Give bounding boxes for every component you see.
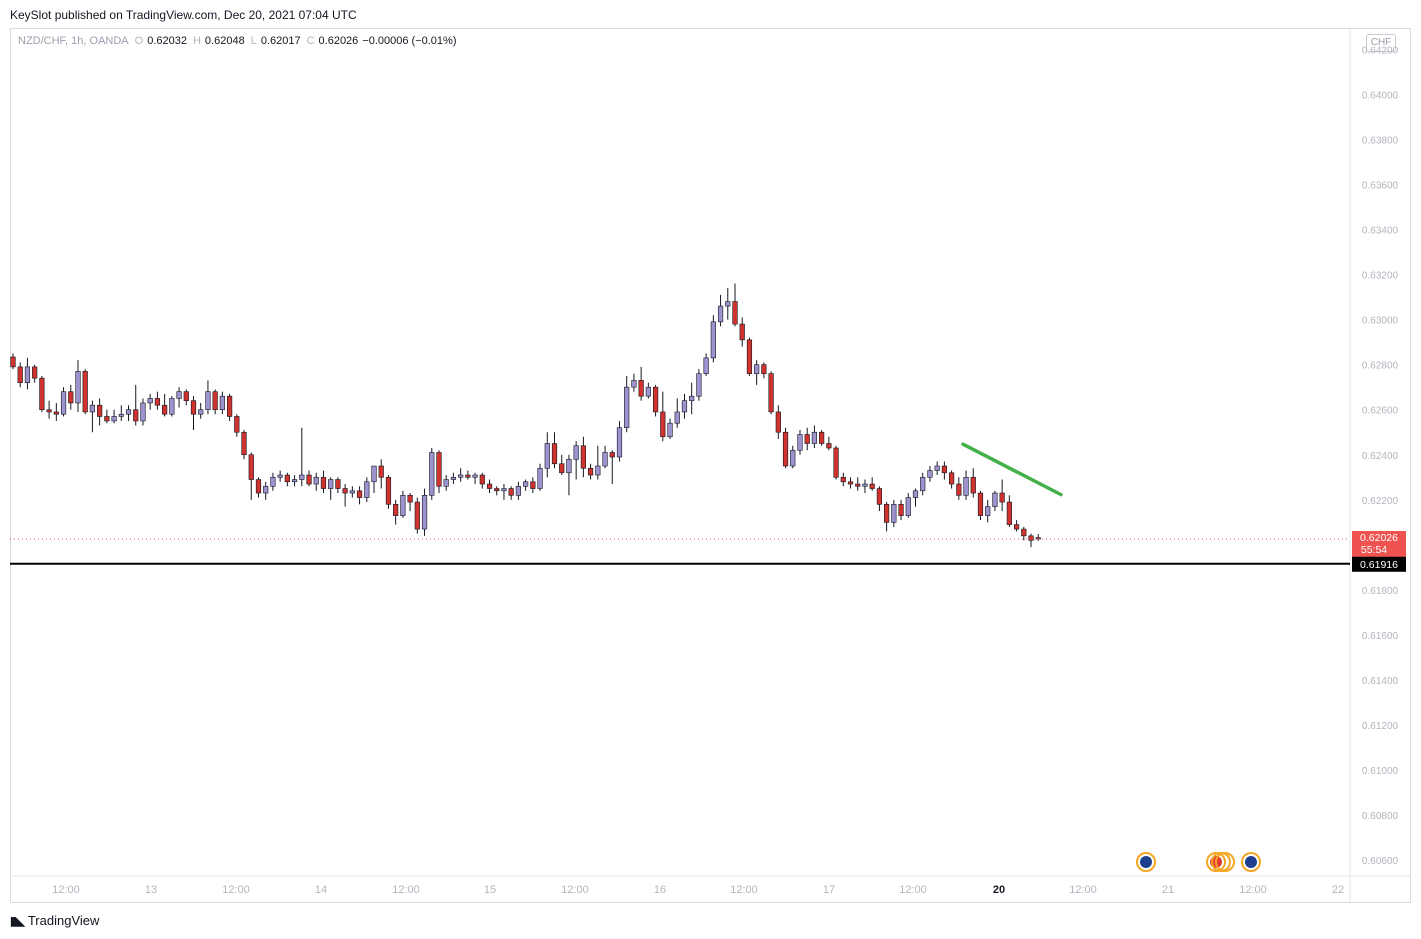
chart-frame: [10, 28, 1411, 903]
legend-symbol[interactable]: NZD/CHF, 1h, OANDA: [18, 35, 129, 47]
footer-brand: ▮◣ TradingView: [10, 913, 99, 928]
currency-button[interactable]: CHF: [1366, 34, 1396, 52]
ohlc-legend: NZD/CHF, 1h, OANDA O 0.62032 H 0.62048 L…: [18, 35, 456, 47]
legend-change: −0.00006 (−0.01%): [362, 35, 457, 47]
tradingview-logo-icon: ▮◣: [10, 913, 25, 928]
legend-open-label: O: [134, 35, 144, 47]
publisher-caption: KeySlot published on TradingView.com, De…: [10, 8, 357, 22]
legend-low-value: 0.62017: [260, 35, 301, 47]
legend-close-value: 0.62026: [318, 35, 359, 47]
legend-high-value: 0.62048: [204, 35, 245, 47]
legend-low-label: L: [250, 35, 257, 47]
legend-close-label: C: [306, 35, 315, 47]
legend-open-value: 0.62032: [147, 35, 187, 47]
legend-high-label: H: [192, 35, 201, 47]
footer-brand-text: TradingView: [27, 913, 100, 928]
